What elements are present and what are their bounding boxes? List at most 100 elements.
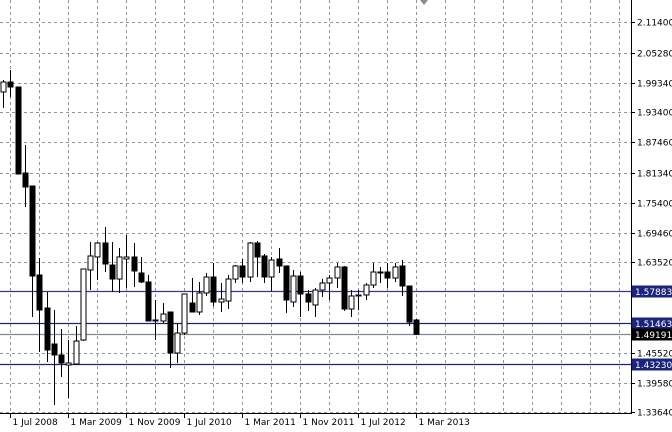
price-tick-label: 1.45520 [637,350,672,360]
candle [370,263,377,289]
price-tick-label: 2.11400 [637,19,672,29]
candle [109,242,116,292]
candle [0,79,7,108]
price-level-label-bg [632,328,672,341]
price-tick-label: 2.05280 [637,50,672,60]
price-tick-label: 1.81340 [637,170,672,180]
candle-body-bear [109,264,116,280]
time-axis: 1 Jul 2008 1 Mar 2009 1 Nov 2009 1 Jul 2010… [10,413,470,428]
candle [305,290,312,312]
candle [268,256,275,292]
time-tick-label: 1 Nov 2011 [303,418,355,428]
candle [102,227,109,272]
candle-body-bear [210,276,217,303]
candle [384,263,391,289]
candle-body-bear [29,185,36,277]
candle-body-bull [0,81,7,93]
price-tick-label: 1.99340 [637,80,672,90]
candle-body-bear [406,285,413,323]
price-tick-label: 1.75400 [637,200,672,210]
candle [355,290,362,310]
price-level-label-bg [632,317,672,330]
candle-body-bear [355,294,362,297]
candle-body-bear [44,307,51,351]
candle [29,185,36,318]
candle-body-bear [15,86,22,175]
price-levels [0,290,631,366]
candle-body-bull [247,242,254,278]
candle-body-bear [413,319,420,335]
candle-body-bear [189,302,196,313]
candle-body-bear [384,271,391,279]
candle-body-bull [65,362,72,366]
candle-body-bull [203,276,210,294]
candle-body-bull [268,259,275,278]
candle [319,279,326,297]
candle-body-bull [319,282,326,291]
candle [283,265,290,314]
candle [406,285,413,327]
candle-body-bear [305,293,312,303]
candle [348,290,355,318]
candle-body-bear [276,258,283,267]
price-axis: 2.11400 2.05280 1.99340 1.93400 1.87460 1.813… [631,19,672,419]
candle [297,271,304,318]
price-tick-label: 1.69460 [637,230,672,240]
candle-body-bear [145,281,152,322]
price-tick-label: 1.33640 [637,409,672,419]
price-level-label: 1.43230 [635,361,672,371]
price-tick-label: 1.93400 [637,109,672,119]
candle-body-bull [334,266,341,279]
price-level-label: 1.57883 [635,288,672,298]
candle-body-bear [138,272,145,283]
candle [239,258,246,283]
candle-body-bull [73,340,80,365]
candle-body-bull [326,277,333,284]
time-tick-label: 1 Jul 2010 [187,418,232,428]
candle [312,288,319,318]
candle-body-bull [232,265,239,280]
candles [0,69,420,405]
time-tick-label: 1 Jul 2012 [361,418,406,428]
candle [334,263,341,289]
candle [152,300,159,341]
candle-body-bull [225,278,232,302]
candle [51,309,58,405]
candle [65,340,72,398]
candle-body-bull [152,319,159,322]
candle [181,293,188,335]
candle-body-bull [196,292,203,313]
candle [399,259,406,296]
candle-body-bear [399,265,406,287]
time-tick-label: 1 Nov 2009 [129,418,181,428]
candle [160,303,167,323]
candle [326,275,333,301]
candle [225,275,232,309]
candle [232,265,239,283]
candle [138,256,145,283]
candle [145,275,152,322]
candle [15,86,22,175]
candle [203,273,210,296]
candle-body-bull [160,313,167,322]
candle-body-bear [167,311,174,354]
time-tick-label: 1 Mar 2011 [245,418,296,428]
candle-body-bull [181,293,188,334]
candle-body-bear [7,81,14,88]
candle-body-bull [94,242,101,258]
chart-shift-marker-icon[interactable] [420,0,428,5]
candle [392,263,399,282]
candle-body-bull [80,268,87,341]
candle-body-bull [218,298,225,303]
candle [290,269,297,307]
candle [131,242,138,288]
candle [363,282,370,301]
candle-body-bear [102,242,109,265]
price-level-label-bg [632,358,672,371]
candle [377,266,384,283]
candle [167,311,174,368]
candle-body-bear [254,242,261,258]
candle-body-bull [123,256,130,260]
candle [73,326,80,366]
price-level-label-bg [632,285,672,298]
